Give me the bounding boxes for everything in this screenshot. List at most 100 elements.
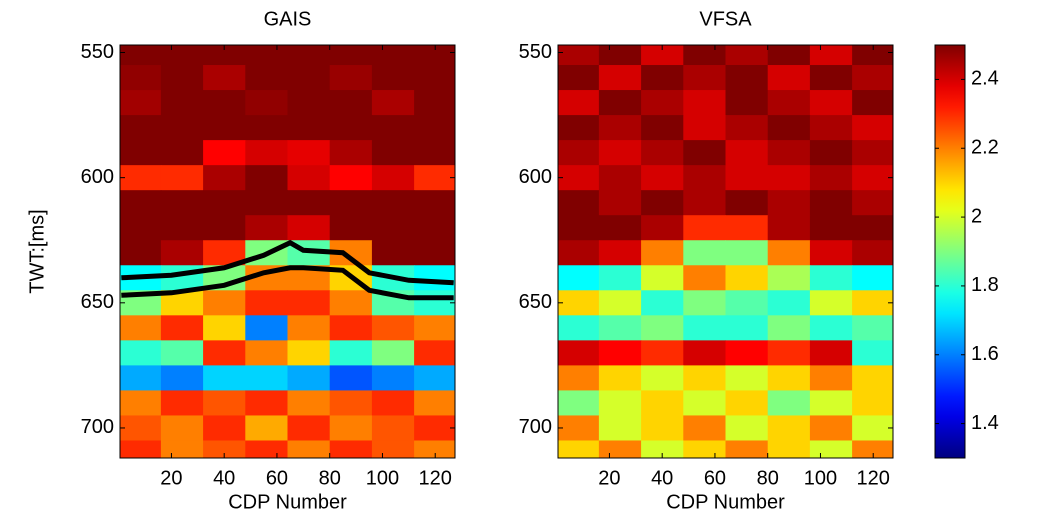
heatmap-cell [245, 365, 288, 391]
heatmap-cell [767, 115, 811, 141]
heatmap-cell [809, 190, 853, 216]
heatmap-cell [287, 440, 331, 458]
colorbar-tick-label: 1.6 [971, 343, 999, 365]
heatmap-cell [852, 365, 893, 391]
heatmap-cell [120, 390, 162, 416]
heatmap-cell [160, 365, 204, 391]
heatmap-cell [852, 90, 893, 116]
heatmap-cell [598, 140, 642, 166]
heatmap-cell [558, 440, 600, 458]
heatmap-cell [120, 440, 162, 458]
y-tick-label: 600 [81, 166, 114, 188]
heatmap-cell [683, 390, 726, 416]
heatmap-cell [725, 440, 769, 458]
heatmap-cell [329, 315, 373, 341]
heatmap-cell [852, 140, 893, 166]
heatmap-cell [767, 315, 811, 341]
heatmap-cell [641, 65, 684, 91]
heatmap-cell [160, 215, 204, 241]
y-tick-label: 600 [519, 166, 552, 188]
heatmap-cell [725, 140, 769, 166]
heatmap-cell [809, 440, 853, 458]
heatmap-cell [203, 190, 246, 216]
heatmap-cell [725, 290, 769, 316]
heatmap-cell [598, 65, 642, 91]
heatmap-cell [852, 440, 893, 458]
heatmap-cell [287, 390, 331, 416]
heatmap-cell [245, 415, 288, 441]
heatmap-cell [809, 140, 853, 166]
heatmap-cell [725, 115, 769, 141]
heatmap-cell [287, 165, 331, 191]
heatmap-cell [852, 65, 893, 91]
heatmap-cell [203, 90, 246, 116]
heatmap-cell [641, 165, 684, 191]
heatmap-cell [725, 45, 769, 66]
heatmap-cell [598, 390, 642, 416]
heatmap-cell [558, 315, 600, 341]
heatmap-cell [809, 415, 853, 441]
heatmap-cell [683, 290, 726, 316]
heatmap-cell [414, 240, 455, 266]
y-axis-label: TWT:[ms] [26, 209, 48, 293]
heatmap-cell [287, 45, 331, 66]
x-tick-label: 20 [598, 467, 620, 489]
heatmap-cell [371, 190, 415, 216]
heatmap-cell [371, 215, 415, 241]
heatmap-cell [245, 190, 288, 216]
heatmap-cell [160, 415, 204, 441]
heatmap-cell [641, 440, 684, 458]
y-tick-label: 700 [81, 416, 114, 438]
heatmap-cell [414, 365, 455, 391]
heatmap-cell [852, 165, 893, 191]
heatmap-cell [287, 115, 331, 141]
heatmap-cell [558, 390, 600, 416]
heatmap-cell [767, 240, 811, 266]
heatmap-cell [852, 290, 893, 316]
heatmap-cell [725, 365, 769, 391]
heatmap-cell [287, 415, 331, 441]
heatmap-cell [120, 190, 162, 216]
x-tick-label: 40 [651, 467, 673, 489]
heatmap-cell [767, 415, 811, 441]
heatmap-cell [767, 365, 811, 391]
heatmap-cell [203, 415, 246, 441]
chart-title: GAIS [264, 8, 312, 30]
heatmap-cell [245, 65, 288, 91]
heatmap-cell [203, 115, 246, 141]
heatmap-cell [598, 215, 642, 241]
heatmap-cell [160, 140, 204, 166]
heatmap-cell [371, 340, 415, 366]
axes-box [119, 44, 456, 459]
heatmap-cell [809, 265, 853, 291]
heatmap-cell [287, 340, 331, 366]
heatmap-cell [329, 115, 373, 141]
heatmap-cell [725, 65, 769, 91]
heatmap-cell [558, 290, 600, 316]
heatmap-cell [287, 365, 331, 391]
heatmap-cell [767, 65, 811, 91]
heatmap-cell [725, 390, 769, 416]
heatmap-cell [329, 90, 373, 116]
colorbar-tick-label: 2.4 [971, 68, 999, 90]
heatmap-cell [809, 215, 853, 241]
heatmap-cell [245, 440, 288, 458]
heatmap-cell [598, 440, 642, 458]
heatmap-cell [725, 190, 769, 216]
heatmap-cell [329, 415, 373, 441]
x-tick-label: 60 [704, 467, 726, 489]
heatmap-cell [558, 240, 600, 266]
heatmap-cell [641, 390, 684, 416]
heatmap-cell [287, 190, 331, 216]
heatmap-cell [371, 315, 415, 341]
heatmap-cell [245, 45, 288, 66]
heatmap-cell [809, 165, 853, 191]
heatmap-cell [767, 340, 811, 366]
heatmap-cell [203, 140, 246, 166]
heatmap-cell [120, 240, 162, 266]
heatmap-cell [414, 90, 455, 116]
heatmap-cell [683, 340, 726, 366]
heatmap-cell [414, 65, 455, 91]
heatmap-cell [329, 65, 373, 91]
